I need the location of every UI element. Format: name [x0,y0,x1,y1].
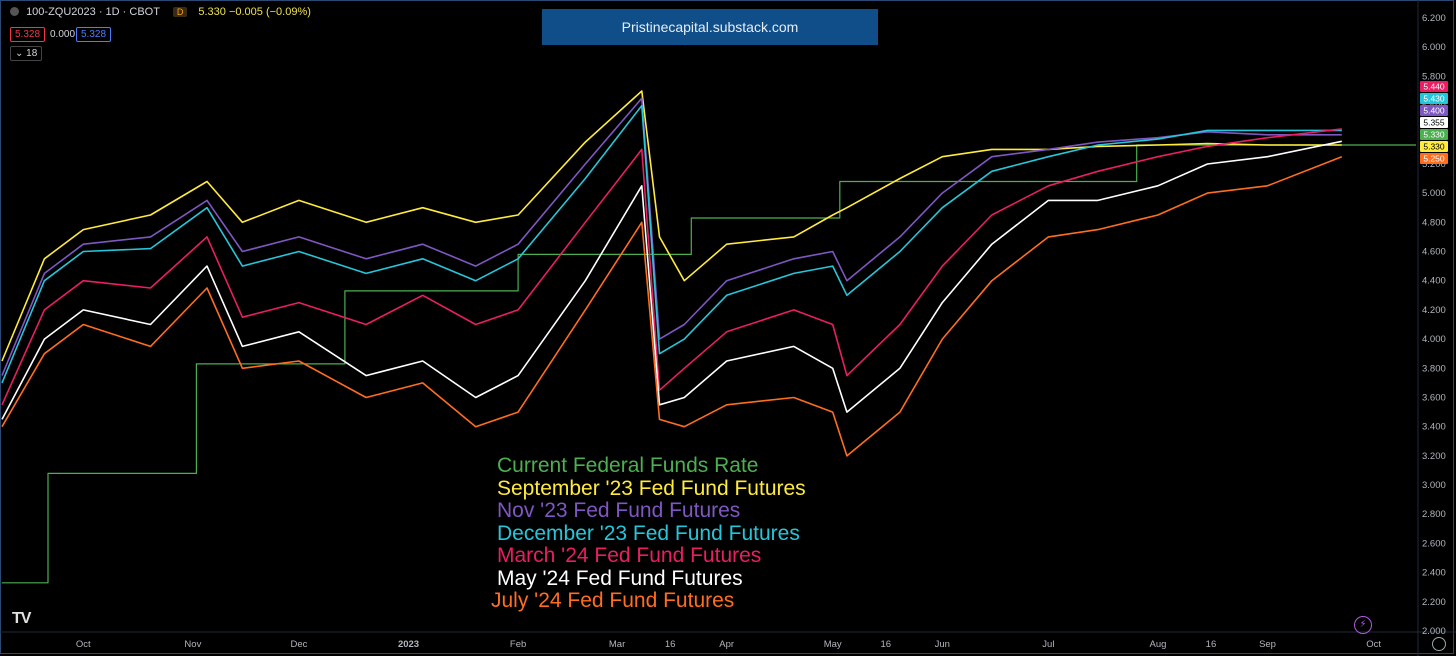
series-line-nov23 [1,97,1342,376]
lightning-icon[interactable]: ⚡ [1354,616,1372,634]
last-value-box-1 [1420,93,1448,104]
x-tick-label-14: Sep [1259,639,1276,650]
last-value-label-6: 5.250 [1423,154,1445,164]
x-tick-label-7: Apr [719,639,734,650]
y-tick-label-21: 2.000 [1422,626,1446,637]
spread-text: 0.000 [50,29,76,40]
x-tick-label-0: Oct [76,639,91,650]
series-line-fed_funds [2,144,1416,584]
x-tick-label-12: Aug [1149,639,1166,650]
x-tick-label-5: Mar [609,639,625,650]
y-tick-label-7: 4.800 [1422,217,1446,228]
last-value-label-3: 5.355 [1423,118,1445,128]
y-tick-label-0: 6.200 [1422,13,1446,24]
y-tick-label-14: 3.400 [1422,422,1446,433]
x-tick-label-9: 16 [880,639,891,650]
legend: Current Federal Funds Rate September '23 … [491,454,806,613]
x-tick-label-6: 16 [665,639,676,650]
gear-icon[interactable] [1432,637,1446,651]
legend-entry-may24: May '24 Fed Fund Futures [497,566,743,590]
x-tick-label-4: Feb [510,639,526,650]
series-line-jul24 [1,155,1343,457]
legend-entry-sep23: September '23 Fed Fund Futures [497,476,806,500]
legend-entry-jul24: July '24 Fed Fund Futures [491,589,735,612]
last-value-box-6 [1420,153,1448,164]
y-tick-label-10: 4.200 [1422,305,1446,316]
legend-entry-nov23: Nov '23 Fed Fund Futures [497,499,741,522]
y-tick-label-18: 2.600 [1422,538,1446,549]
source-banner: Pristinecapital.substack.com [542,9,878,45]
series-line-mar24 [1,128,1342,406]
y-tick-label-2: 5.800 [1422,71,1446,82]
last-value-label-2: 5.400 [1423,106,1445,116]
last-value-box-4 [1420,129,1448,140]
y-tick-label-8: 4.600 [1422,247,1446,258]
symbol-title[interactable]: 100-ZQU2023 · 1D · CBOT [26,6,160,18]
y-tick-label-20: 2.200 [1422,597,1446,608]
x-tick-label-15: Oct [1366,639,1381,650]
last-value-label-0: 5.440 [1423,82,1445,92]
y-tick-label-17: 2.800 [1422,509,1446,520]
y-tick-label-1: 6.000 [1422,42,1446,53]
y-tick-label-9: 4.400 [1422,276,1446,287]
price-change: 5.330 −0.005 (−0.09%) [198,6,311,18]
last-value-box-0 [1420,81,1448,92]
y-tick-label-13: 3.600 [1422,392,1446,403]
y-tick-label-16: 3.000 [1422,480,1446,491]
last-value-box-3 [1420,117,1448,128]
legend-entry-dec23: December '23 Fed Fund Futures [497,521,800,545]
bid-box[interactable]: 5.328 [10,27,46,42]
y-tick-label-5: 5.200 [1422,159,1446,170]
legend-entry-fed_funds: Current Federal Funds Rate [497,454,759,477]
x-tick-label-10: Jun [935,639,950,650]
indicators-toggle[interactable]: ⌄ 18 [10,46,43,61]
series-line-may24 [1,140,1342,420]
ask-box[interactable]: 5.328 [76,27,112,42]
data-badge: D [172,7,188,17]
indicator-count: 18 [26,48,38,59]
last-value-label-1: 5.430 [1423,94,1445,104]
y-tick-label-11: 4.000 [1422,334,1446,345]
y-tick-label-6: 5.000 [1422,188,1446,199]
x-tick-label-13: 16 [1206,639,1217,650]
symbol-header[interactable]: 100-ZQU2023 · 1D · CBOT D 5.330 −0.005 (… [10,6,311,18]
x-tick-label-3: 2023 [398,639,419,650]
x-tick-label-2: Dec [290,639,307,650]
last-value-label-5: 5.330 [1423,142,1445,152]
x-tick-label-11: Jul [1042,639,1054,650]
symbol-logo-icon [10,7,19,16]
x-tick-label-1: Nov [184,639,201,650]
y-tick-label-19: 2.400 [1422,568,1446,579]
x-tick-label-8: May [824,639,842,650]
y-tick-label-12: 3.800 [1422,363,1446,374]
legend-entry-mar24: March '24 Fed Fund Futures [497,544,762,567]
last-value-label-4: 5.330 [1423,130,1445,140]
chevron-down-icon: ⌄ [15,48,27,59]
series-line-dec23 [1,104,1342,384]
series-line-sep23 [1,90,1342,362]
last-value-box-5 [1420,141,1448,152]
y-tick-label-15: 3.200 [1422,451,1446,462]
last-value-box-2 [1420,105,1448,116]
tradingview-logo[interactable]: TV [12,610,31,627]
